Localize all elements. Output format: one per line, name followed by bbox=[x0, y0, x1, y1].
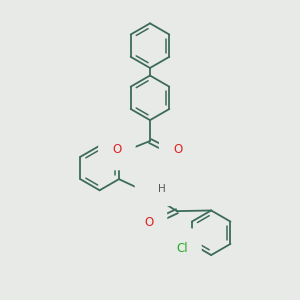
Text: H: H bbox=[158, 184, 166, 194]
Text: O: O bbox=[173, 143, 182, 156]
Text: Cl: Cl bbox=[176, 242, 188, 255]
Text: O: O bbox=[144, 216, 153, 229]
Text: N: N bbox=[149, 182, 158, 195]
Text: O: O bbox=[112, 143, 122, 156]
